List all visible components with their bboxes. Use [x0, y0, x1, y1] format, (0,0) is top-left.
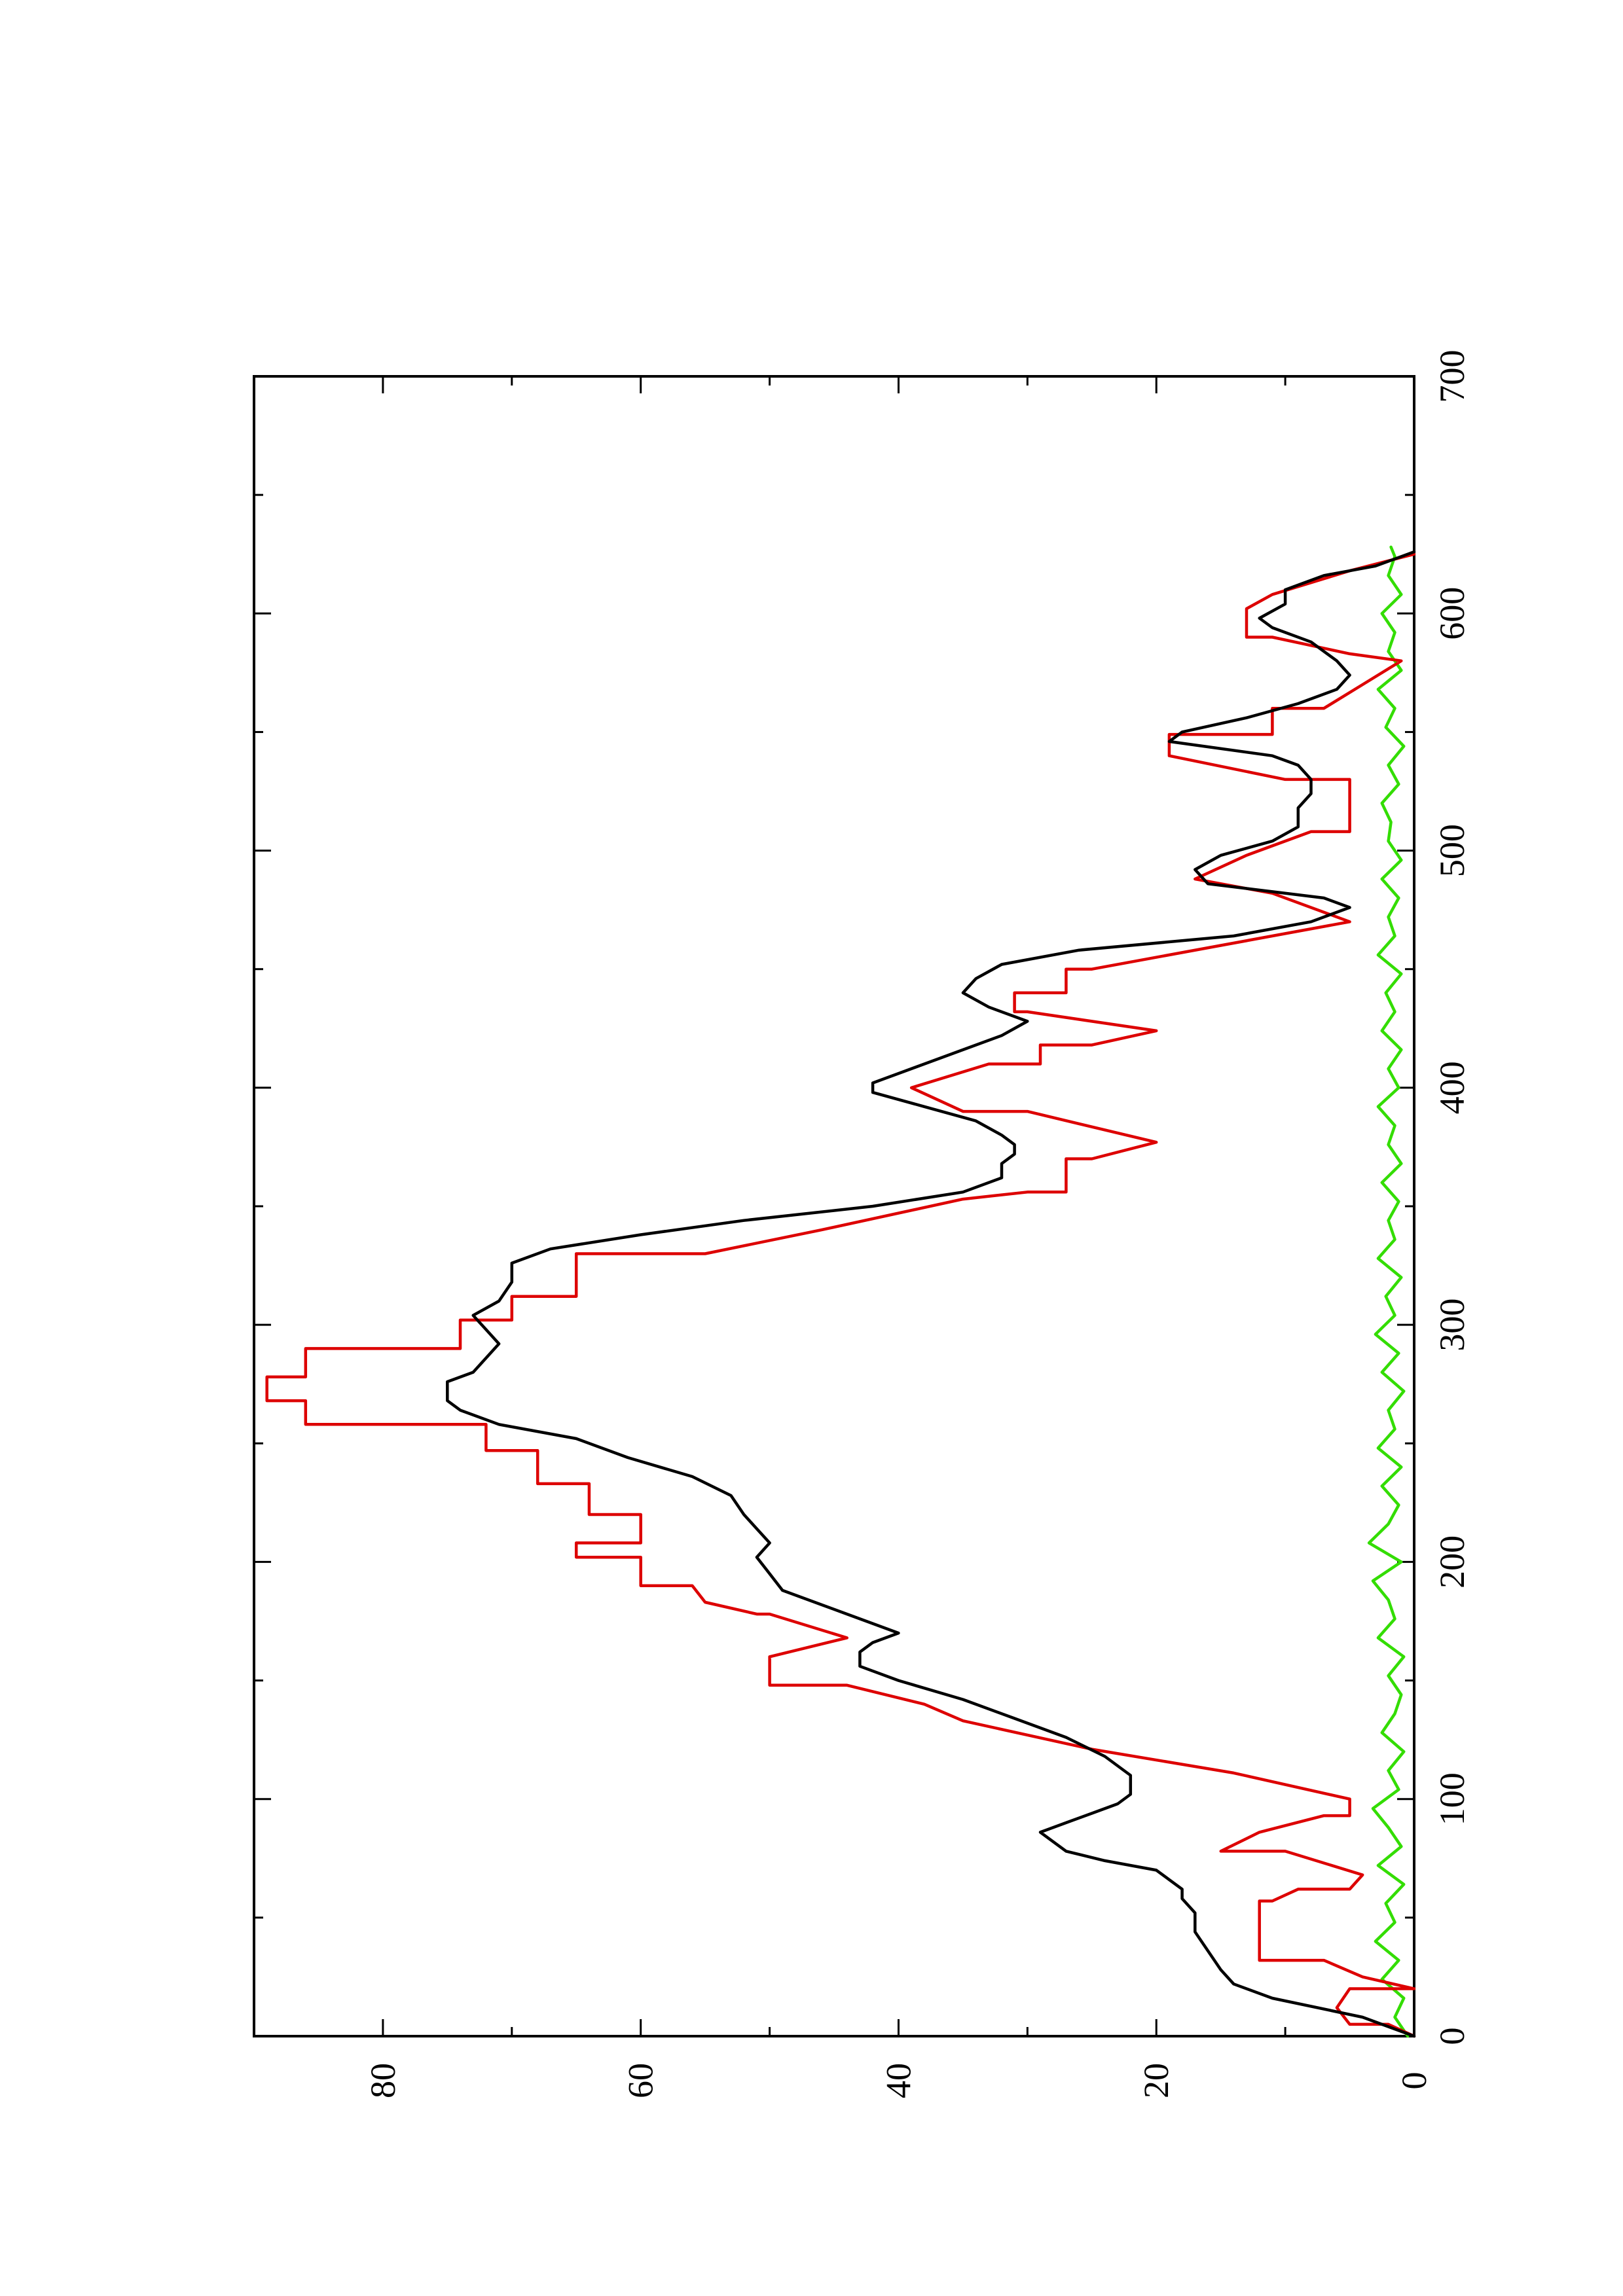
x-tick-label: 500: [1432, 824, 1472, 877]
plot-frame: [253, 375, 1415, 2037]
x-tick-label: 400: [1432, 1061, 1472, 1114]
series-line-black: [446, 550, 1416, 2038]
x-tick-label: 0: [1432, 2028, 1472, 2045]
x-tick-label: 300: [1432, 1299, 1472, 1352]
series-line-red: [265, 552, 1416, 2038]
y-tick-label: 40: [879, 2063, 918, 2098]
x-tick-label: 700: [1432, 350, 1472, 403]
y-tick-label: 60: [621, 2063, 661, 2098]
x-tick-label: 200: [1432, 1535, 1472, 1588]
series-layer: [265, 545, 1416, 2038]
axis-tick-labels: 0 100 200 300 400 500 600 700 0 20 40 60 80: [363, 350, 1472, 2099]
x-tick-label: 100: [1432, 1772, 1472, 1825]
y-tick-label: 80: [363, 2063, 403, 2098]
y-tick-label: 0: [1395, 2072, 1434, 2090]
axis-ticks: [254, 375, 1415, 2037]
x-tick-label: 600: [1432, 587, 1472, 640]
y-tick-label: 20: [1137, 2063, 1176, 2098]
series-line-green: [1367, 545, 1410, 2038]
